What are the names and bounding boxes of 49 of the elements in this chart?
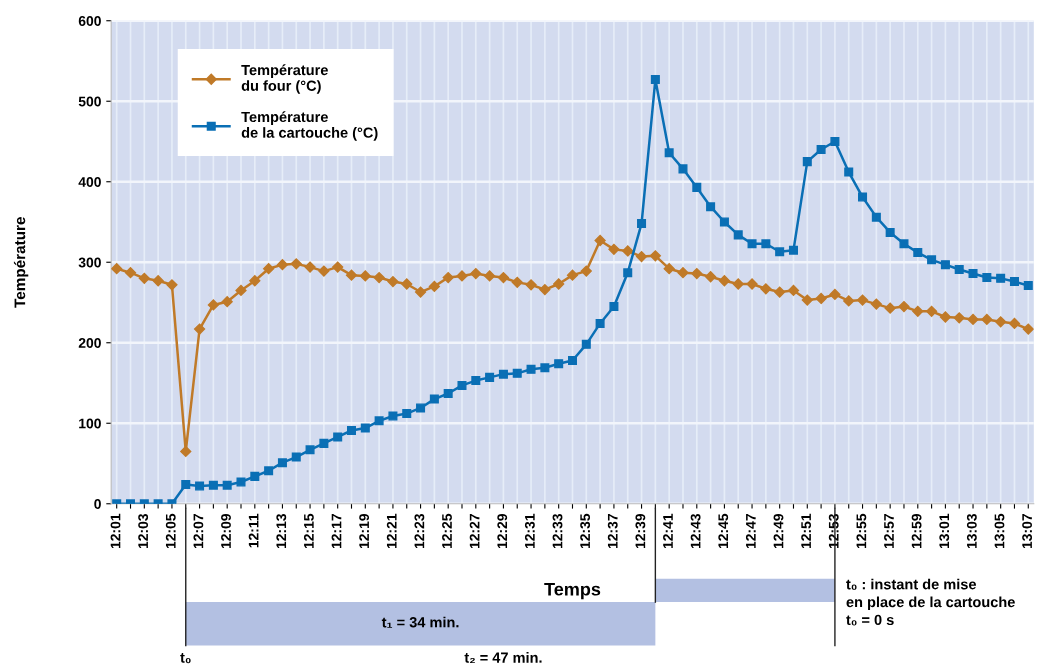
x-tick-label: 12:11 (248, 513, 259, 548)
text: t₀ : instant de mise en place de la cartouche t₀ = 0 s (846, 578, 1015, 626)
y-tick-label: 0 (94, 499, 101, 509)
x-tick-label: 12:47 (745, 514, 756, 549)
x-tick-label: 12:07 (193, 514, 204, 549)
y-tick-label: 600 (78, 16, 101, 26)
x-tick-label: 12:33 (552, 513, 563, 549)
x-tick-label: 12:27 (469, 514, 480, 549)
y-tick-label: 200 (78, 338, 101, 348)
text: t₀ (180, 653, 191, 664)
x-tick-label: 12:23 (414, 513, 425, 549)
x-tick-label: 13:07 (1022, 514, 1033, 549)
x-tick-label: 12:03 (138, 513, 149, 549)
x-tick-label: 12:35 (580, 513, 591, 549)
x-tick-label: 12:45 (718, 513, 729, 549)
x-tick-label: 12:41 (663, 513, 673, 549)
x-tick-label: 12:15 (303, 513, 314, 549)
x-tick-label: 12:09 (221, 513, 231, 549)
x-tick-label: 12:49 (773, 513, 784, 549)
x-tick-label: 12:39 (635, 513, 646, 549)
x-tick-label: 12:17 (331, 514, 342, 549)
x-tick-label: 12:13 (276, 513, 287, 549)
y-axis-title: Température (13, 217, 29, 308)
legend-label: Température de la cartouche (°C) (241, 111, 378, 141)
text: t₁ = 34 min. (381, 616, 459, 628)
x-tick-label: 12:05 (165, 513, 176, 549)
x-tick-label: 12:21 (386, 513, 397, 549)
x-tick-label: 12:37 (607, 514, 618, 549)
x-tick-label: 12:01 (110, 513, 121, 549)
y-tick-label: 300 (78, 257, 101, 268)
x-tick-label: 12:55 (856, 513, 867, 549)
x-tick-label: 12:19 (359, 513, 370, 549)
y-tick-label: 400 (78, 177, 101, 187)
x-axis-title: Temps (544, 582, 601, 600)
legend-label: Température du four (°C) (241, 64, 328, 94)
x-tick-label: 12:57 (884, 514, 894, 549)
y-tick-label: 100 (79, 418, 101, 429)
x-tick-label: 12:43 (690, 513, 701, 549)
y-tick-label: 500 (78, 96, 101, 107)
x-tick-label: 12:29 (497, 513, 508, 549)
text: t₂ = 47 min. (464, 652, 542, 664)
x-tick-label: 12:53 (828, 513, 839, 549)
x-tick-label: 13:01 (939, 513, 950, 549)
x-tick-label: 12:51 (801, 513, 812, 549)
x-tick-label: 12:59 (911, 513, 922, 549)
x-tick-label: 13:05 (994, 513, 1005, 549)
x-tick-label: 12:31 (524, 513, 535, 549)
x-tick-label: 13:03 (966, 513, 977, 549)
x-tick-label: 12:25 (442, 513, 452, 549)
